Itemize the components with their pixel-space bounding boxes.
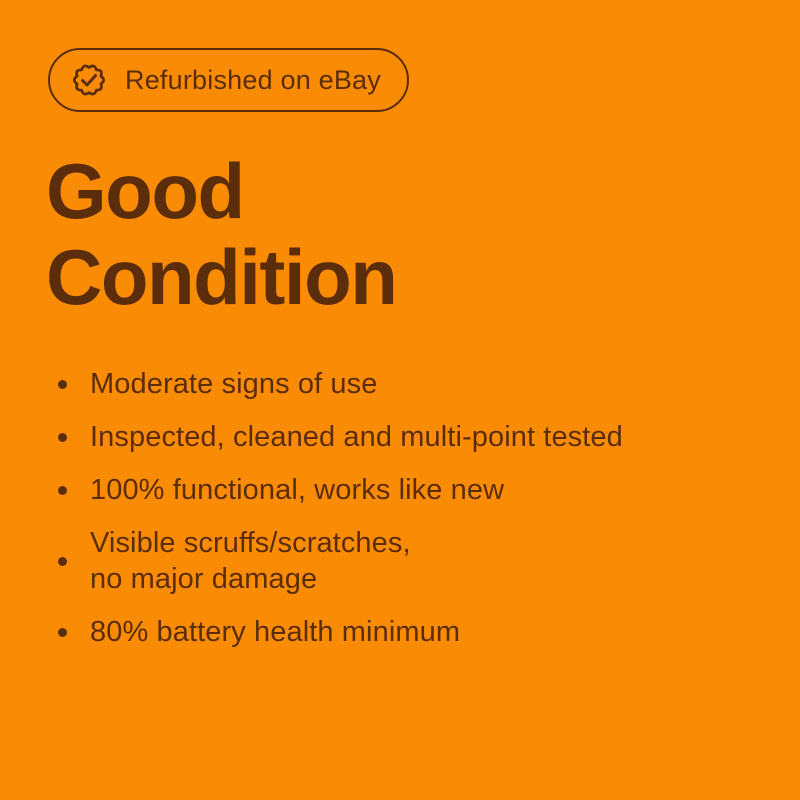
bullet-dot xyxy=(58,379,67,389)
list-item-text: 80% battery health minimum xyxy=(90,616,461,648)
list-item: 100% functional, works like new xyxy=(48,472,752,508)
list-item-text: Visible scruffs/scratches, no major dama… xyxy=(90,527,411,595)
title-line-1: Good xyxy=(46,147,245,235)
list-item-text: Inspected, cleaned and multi-point teste… xyxy=(90,421,623,453)
bullet-dot xyxy=(58,556,67,566)
seal-check-icon xyxy=(72,64,106,96)
bullet-dot xyxy=(58,485,67,495)
list-item: Moderate signs of use xyxy=(48,366,752,402)
list-item: Visible scruffs/scratches, no major dama… xyxy=(48,525,752,597)
bullet-dot xyxy=(58,432,67,442)
list-item: Inspected, cleaned and multi-point teste… xyxy=(48,419,752,455)
list-item: 80% battery health minimum xyxy=(48,614,752,650)
bullet-dot xyxy=(58,627,67,637)
badge-label: Refurbished on eBay xyxy=(125,64,381,95)
condition-list: Moderate signs of use Inspected, cleaned… xyxy=(48,366,752,650)
refurbished-badge: Refurbished on eBay xyxy=(48,48,409,112)
list-item-text: 100% functional, works like new xyxy=(90,474,505,506)
list-item-text: Moderate signs of use xyxy=(90,368,378,400)
page-title: Good Condition xyxy=(46,148,752,320)
title-line-2: Condition xyxy=(46,233,398,321)
